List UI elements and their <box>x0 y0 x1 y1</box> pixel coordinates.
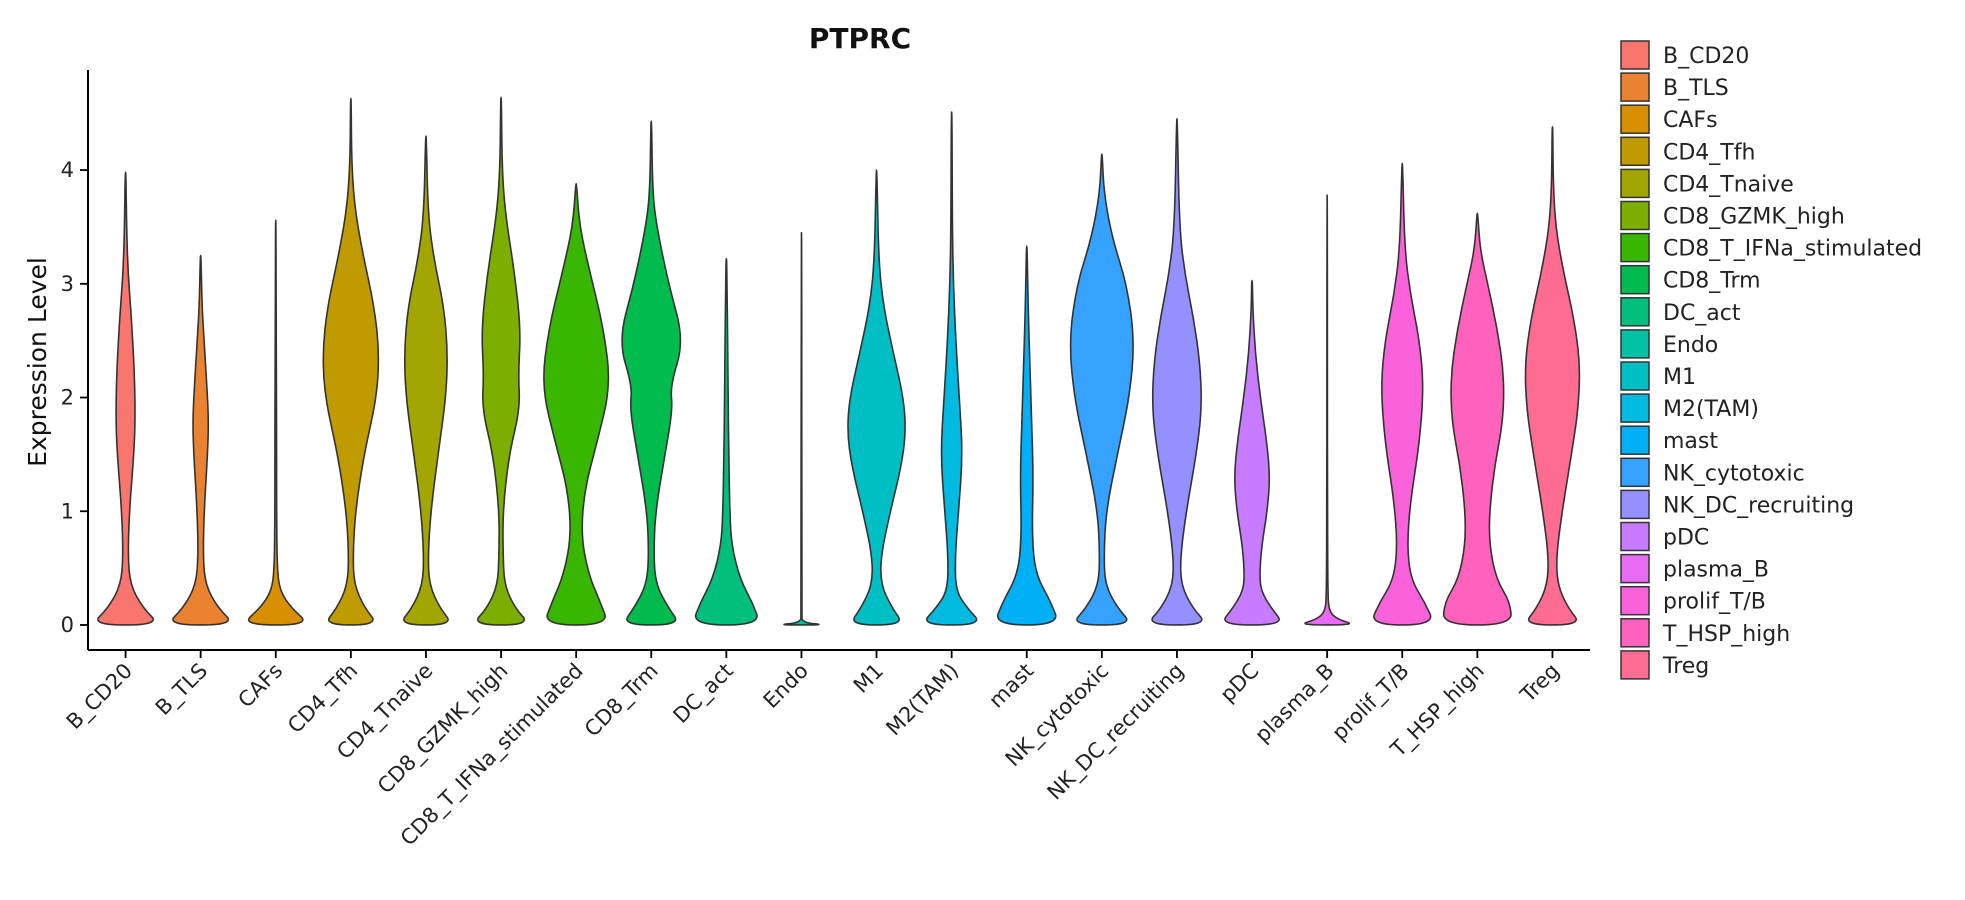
legend-label-cd8-t-ifna-stimulated: CD8_T_IFNa_stimulated <box>1663 237 1922 262</box>
y-axis-label: Expression Level <box>23 257 52 467</box>
x-tick-label: plasma_B <box>1250 659 1339 748</box>
chart-title: PTPRC <box>809 22 911 55</box>
violin-cd8-t-ifna-stimulated <box>543 182 610 626</box>
legend-swatch-dc-act <box>1620 297 1650 327</box>
legend-swatch-cd8-trm <box>1620 264 1650 295</box>
violin-cd4-tfh <box>322 97 380 626</box>
legend-swatch-b-cd20 <box>1620 40 1650 70</box>
legend-label-cd4-tnaive: CD4_Tnaive <box>1663 172 1794 197</box>
violin-b-tls <box>172 254 229 626</box>
legend-swatch-treg <box>1620 650 1650 680</box>
violin-cd8-trm <box>621 120 682 626</box>
violin-b-cd20 <box>97 171 154 626</box>
x-tick-label: B_CD20 <box>62 659 138 735</box>
violin-nk-cytotoxic <box>1069 153 1134 626</box>
legend-label-nk-cytotoxic: NK_cytotoxic <box>1663 461 1805 486</box>
legend-swatch-nk-dc-recruiting <box>1620 489 1650 520</box>
x-tick-label: Treg <box>1515 659 1564 708</box>
y-tick-label: 1 <box>61 499 74 523</box>
legend-label-b-tls: B_TLS <box>1663 76 1729 101</box>
legend-label-t-hsp-high: T_HSP_high <box>1662 622 1790 647</box>
legend-swatch-m1 <box>1620 361 1650 391</box>
legend-label-plasma-b: plasma_B <box>1663 558 1769 583</box>
legend-label-cd8-trm: CD8_Trm <box>1663 269 1761 294</box>
legend-label-nk-dc-recruiting: NK_DC_recruiting <box>1663 493 1854 518</box>
violin-treg <box>1524 126 1581 626</box>
x-tick-label: mast <box>984 659 1038 713</box>
violin-plasma-b <box>1304 194 1351 626</box>
x-tick-label: Endo <box>759 659 813 713</box>
violin-prolif-t-b <box>1373 162 1432 626</box>
violin-t-hsp-high <box>1442 212 1512 626</box>
legend-swatch-cd4-tfh <box>1620 136 1650 167</box>
y-tick-label: 3 <box>61 272 74 296</box>
x-tick-label: NK_DC_recruiting <box>1043 659 1190 806</box>
legend-swatch-cd4-tnaive <box>1620 168 1650 199</box>
legend-label-treg: Treg <box>1662 654 1709 679</box>
legend-swatch-m2-tam <box>1620 393 1650 423</box>
y-tick-label: 4 <box>61 158 74 182</box>
legend-swatch-pdc <box>1620 521 1650 552</box>
violin-cafs <box>247 219 304 626</box>
x-tick-label: CD8_GZMK_high <box>373 659 513 799</box>
legend-label-cd4-tfh: CD4_Tfh <box>1663 140 1755 165</box>
y-tick-label: 0 <box>61 613 74 637</box>
legend-label-prolif-t-b: prolif_T/B <box>1663 590 1766 615</box>
legend-label-mast: mast <box>1663 429 1718 454</box>
legend-label-b-cd20: B_CD20 <box>1663 44 1749 69</box>
legend-swatch-b-tls <box>1620 72 1650 102</box>
violin-m2-tam <box>926 111 978 626</box>
violin-pdc <box>1224 279 1280 626</box>
x-tick-label: DC_act <box>669 659 739 729</box>
legend-swatch-cd8-gzmk-high <box>1620 200 1650 231</box>
violin-m1 <box>847 169 906 626</box>
legend-swatch-nk-cytotoxic <box>1620 457 1650 488</box>
x-tick-label: CAFs <box>234 659 288 713</box>
legend-label-pdc: pDC <box>1663 526 1709 551</box>
x-tick-label: B_TLS <box>151 659 213 721</box>
legend-swatch-endo <box>1620 329 1650 359</box>
legend: B_CD20 B_TLS CAFs CD4_Tfh CD4_Tnaive CD8_GZMK… <box>1620 40 1922 680</box>
x-tick-label: M1 <box>849 659 888 698</box>
x-tick-label: M2(TAM) <box>881 659 963 741</box>
x-tick-label: pDC <box>1215 659 1263 707</box>
violin-endo <box>783 231 820 626</box>
legend-swatch-mast <box>1620 425 1650 455</box>
legend-swatch-plasma-b <box>1620 553 1650 584</box>
violin-mast <box>996 245 1057 626</box>
legend-swatch-cd8-t-ifna-stimulated <box>1620 232 1650 263</box>
violin-cd4-tnaive <box>403 135 449 626</box>
legend-label-m1: M1 <box>1663 365 1696 390</box>
violin-cd8-gzmk-high <box>477 96 526 626</box>
legend-label-cafs: CAFs <box>1663 108 1718 133</box>
legend-swatch-cafs <box>1620 104 1650 134</box>
legend-label-endo: Endo <box>1663 333 1718 358</box>
legend-label-cd8-gzmk-high: CD8_GZMK_high <box>1663 205 1845 230</box>
legend-label-dc-act: DC_act <box>1663 301 1741 326</box>
y-tick-label: 2 <box>61 386 74 410</box>
legend-label-m2-tam: M2(TAM) <box>1663 397 1759 422</box>
legend-swatch-prolif-t-b <box>1620 585 1650 616</box>
x-tick-label: CD8_Trm <box>580 659 664 743</box>
violin-nk-dc-recruiting <box>1151 118 1203 626</box>
legend-swatch-t-hsp-high <box>1620 618 1650 648</box>
violin-dc-act <box>694 257 758 626</box>
